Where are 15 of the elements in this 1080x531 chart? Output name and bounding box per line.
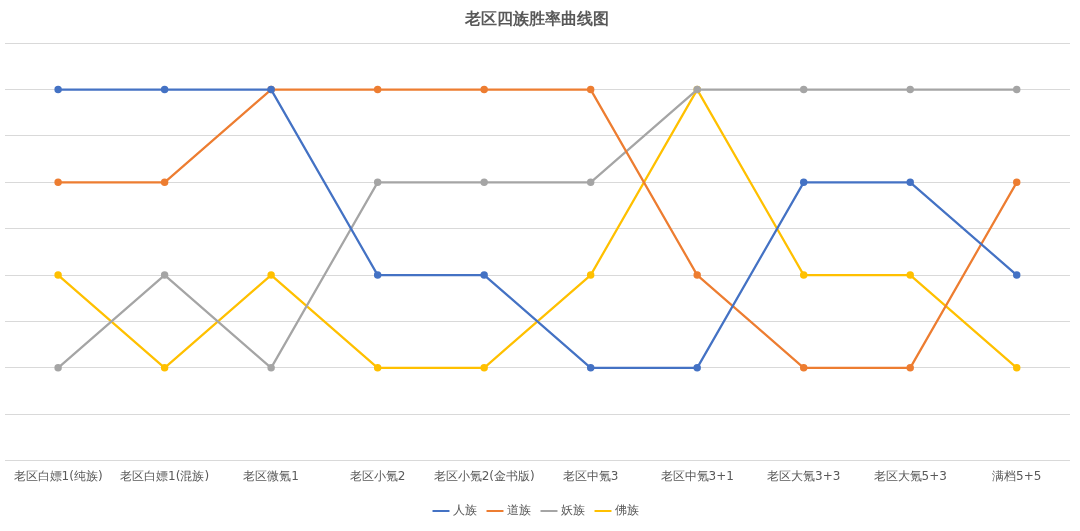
x-tick-label: 满档5+5 — [992, 468, 1042, 483]
legend-label: 道族 — [507, 503, 531, 518]
x-tick-label: 老区小氪2(金书版) — [433, 468, 535, 483]
x-tick-label: 老区大氪5+3 — [873, 468, 947, 483]
x-tick-label: 老区大氪3+3 — [767, 468, 841, 483]
x-tick-label: 老区中氪3+1 — [660, 468, 734, 483]
legend-label: 佛族 — [615, 503, 639, 518]
x-tick-label: 老区白嫖1(混族) — [120, 468, 210, 483]
legend-label: 人族 — [453, 503, 477, 518]
chart-title: 老区四族胜率曲线图 — [464, 8, 609, 28]
x-tick-label: 老区白嫖1(纯族) — [13, 468, 103, 483]
x-tick-label: 老区中氪3 — [562, 468, 619, 483]
x-tick-label: 老区微氪1 — [243, 468, 299, 483]
x-tick-label: 老区小氪2 — [349, 468, 406, 483]
legend-label: 妖族 — [561, 503, 585, 518]
